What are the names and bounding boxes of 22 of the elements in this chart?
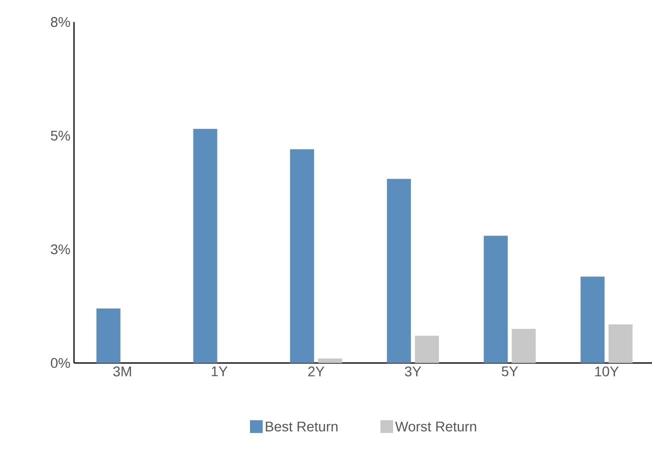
legend-label: Best Return xyxy=(266,422,338,432)
x-tick-label: 10Y xyxy=(595,366,619,376)
bar xyxy=(386,178,411,363)
bar xyxy=(484,236,508,363)
x-tick-label: 5Y xyxy=(502,366,518,376)
y-tick-label: 8% xyxy=(50,17,70,27)
y-tick-label: 3% xyxy=(50,244,70,254)
bar xyxy=(512,328,536,363)
y-tick-label: 5% xyxy=(50,130,70,141)
bar xyxy=(580,276,605,363)
x-tick-label: 3Y xyxy=(404,366,422,376)
x-tick-label: 3M xyxy=(113,366,131,376)
bar xyxy=(608,324,633,363)
bar xyxy=(193,128,218,363)
x-tick-label: 2Y xyxy=(308,366,324,376)
bar xyxy=(290,149,314,363)
bar xyxy=(414,336,439,363)
y-tick-label: 0% xyxy=(50,358,70,368)
bar xyxy=(96,308,120,363)
x-tick-label: 1Y xyxy=(212,366,228,376)
legend-label: Worst Return xyxy=(395,422,476,432)
bar xyxy=(318,358,342,363)
